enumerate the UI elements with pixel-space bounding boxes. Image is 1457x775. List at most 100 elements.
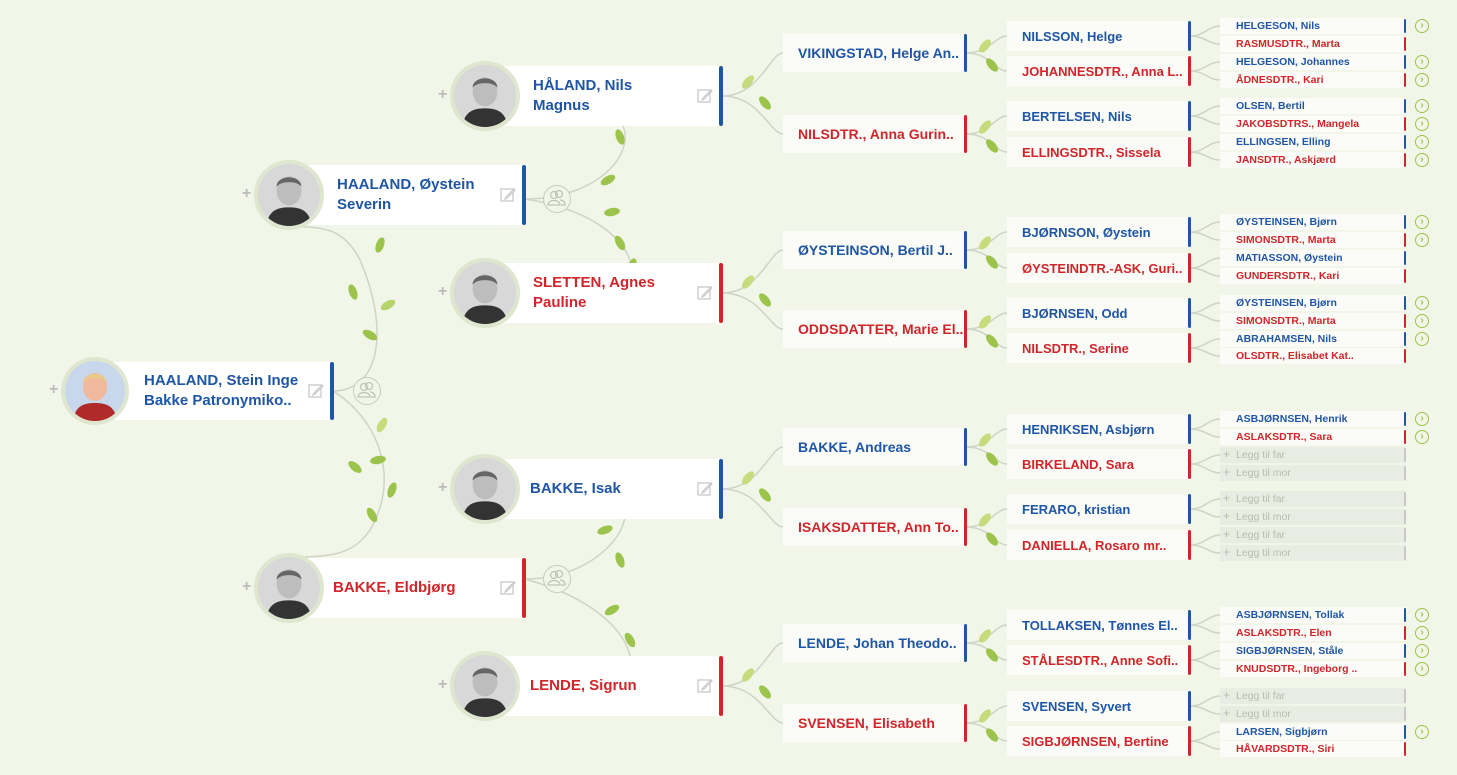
great-grandparent-card[interactable]: LENDE, Johan Theodo.. xyxy=(783,624,967,662)
person-photo[interactable] xyxy=(450,454,520,524)
person-name[interactable]: BAKKE, Isak xyxy=(530,479,621,499)
expand-arrow-icon[interactable]: › xyxy=(1415,332,1429,346)
ancestor-card[interactable]: ELLINGSDTR., Sissela xyxy=(1007,137,1191,167)
add-mother-button[interactable]: + Legg til mor xyxy=(1220,706,1406,722)
ancestor-card[interactable]: TOLLAKSEN, Tønnes El.. xyxy=(1007,610,1191,640)
great-grandparent-card[interactable]: ODDSDATTER, Marie El.. xyxy=(783,310,967,348)
person-name[interactable]: HÅLAND, Nils Magnus xyxy=(533,76,632,116)
root-person-card[interactable]: HAALAND, Stein Inge Bakke Patronymiko.. xyxy=(90,362,334,420)
person-photo[interactable] xyxy=(254,160,324,230)
expand-arrow-icon[interactable]: › xyxy=(1415,412,1429,426)
expand-arrow-icon[interactable]: › xyxy=(1415,55,1429,69)
ancestor-card[interactable]: ØYSTEINSEN, Bjørn xyxy=(1220,295,1406,311)
ancestor-card[interactable]: HENRIKSEN, Asbjørn xyxy=(1007,414,1191,444)
add-mother-button[interactable]: + Legg til mor xyxy=(1220,545,1406,561)
ancestor-card[interactable]: SVENSEN, Syvert xyxy=(1007,691,1191,721)
expand-arrow-icon[interactable]: › xyxy=(1415,233,1429,247)
person-name[interactable]: LENDE, Sigrun xyxy=(530,676,637,696)
expand-plus-icon[interactable]: + xyxy=(242,185,252,202)
couple-icon[interactable] xyxy=(543,565,571,593)
ancestor-card[interactable]: ÅDNESDTR., Kari xyxy=(1220,72,1406,88)
ancestor-card[interactable]: SIMONSDTR., Marta xyxy=(1220,313,1406,329)
person-photo[interactable] xyxy=(450,258,520,328)
expand-arrow-icon[interactable]: › xyxy=(1415,314,1429,328)
ancestor-card[interactable]: SIGBJØRNSEN, Ståle xyxy=(1220,643,1406,659)
expand-arrow-icon[interactable]: › xyxy=(1415,430,1429,444)
ancestor-card[interactable]: RASMUSDTR., Marta xyxy=(1220,36,1406,52)
ancestor-card[interactable]: JAKOBSDTRS., Mangela xyxy=(1220,116,1406,132)
edit-icon[interactable] xyxy=(308,383,324,399)
expand-arrow-icon[interactable]: › xyxy=(1415,73,1429,87)
ancestor-card[interactable]: SIMONSDTR., Marta xyxy=(1220,232,1406,248)
ancestor-card[interactable]: BERTELSEN, Nils xyxy=(1007,101,1191,131)
add-father-button[interactable]: + Legg til far xyxy=(1220,527,1406,543)
ancestor-card[interactable]: HELGESON, Johannes xyxy=(1220,54,1406,70)
ancestor-card[interactable]: GUNDERSDTR., Kari xyxy=(1220,268,1406,284)
expand-arrow-icon[interactable]: › xyxy=(1415,626,1429,640)
grandparent-card[interactable]: HÅLAND, Nils Magnus xyxy=(476,66,723,126)
expand-arrow-icon[interactable]: › xyxy=(1415,117,1429,131)
ancestor-card[interactable]: ASBJØRNSEN, Henrik xyxy=(1220,411,1406,427)
person-photo[interactable] xyxy=(254,553,324,623)
person-name[interactable]: SLETTEN, Agnes Pauline xyxy=(533,273,655,313)
expand-arrow-icon[interactable]: › xyxy=(1415,644,1429,658)
great-grandparent-card[interactable]: VIKINGSTAD, Helge An.. xyxy=(783,34,967,72)
add-father-button[interactable]: + Legg til far xyxy=(1220,688,1406,704)
ancestor-card[interactable]: ASLAKSDTR., Elen xyxy=(1220,625,1406,641)
couple-icon[interactable] xyxy=(543,185,571,213)
ancestor-card[interactable]: OLSEN, Bertil xyxy=(1220,98,1406,114)
person-name[interactable]: HAALAND, Øystein Severin xyxy=(337,175,475,215)
expand-arrow-icon[interactable]: › xyxy=(1415,99,1429,113)
ancestor-card[interactable]: HÅVARDSDTR., Siri xyxy=(1220,741,1406,757)
ancestor-card[interactable]: STÅLESDTR., Anne Sofi.. xyxy=(1007,645,1191,675)
couple-icon[interactable] xyxy=(353,377,381,405)
ancestor-card[interactable]: NILSSON, Helge xyxy=(1007,21,1191,51)
great-grandparent-card[interactable]: ISAKSDATTER, Ann To.. xyxy=(783,508,967,546)
expand-plus-icon[interactable]: + xyxy=(242,578,252,595)
expand-plus-icon[interactable]: + xyxy=(49,381,59,398)
add-father-button[interactable]: + Legg til far xyxy=(1220,447,1406,463)
ancestor-card[interactable]: KNUDSDTR., Ingeborg .. xyxy=(1220,661,1406,677)
edit-icon[interactable] xyxy=(697,481,713,497)
person-photo[interactable] xyxy=(61,357,129,425)
person-photo[interactable] xyxy=(450,61,520,131)
ancestor-card[interactable]: ASLAKSDTR., Sara xyxy=(1220,429,1406,445)
expand-plus-icon[interactable]: + xyxy=(438,676,448,693)
ancestor-card[interactable]: LARSEN, Sigbjørn xyxy=(1220,724,1406,740)
expand-arrow-icon[interactable]: › xyxy=(1415,725,1429,739)
ancestor-card[interactable]: JANSDTR., Askjærd xyxy=(1220,152,1406,168)
edit-icon[interactable] xyxy=(500,187,516,203)
expand-plus-icon[interactable]: + xyxy=(438,283,448,300)
ancestor-card[interactable]: ELLINGSEN, Elling xyxy=(1220,134,1406,150)
great-grandparent-card[interactable]: ØYSTEINSON, Bertil J.. xyxy=(783,231,967,269)
ancestor-card[interactable]: HELGESON, Nils xyxy=(1220,18,1406,34)
edit-icon[interactable] xyxy=(697,88,713,104)
ancestor-card[interactable]: ASBJØRNSEN, Tollak xyxy=(1220,607,1406,623)
ancestor-card[interactable]: MATIASSON, Øystein xyxy=(1220,250,1406,266)
ancestor-card[interactable]: BJØRNSEN, Odd xyxy=(1007,298,1191,328)
add-father-button[interactable]: + Legg til far xyxy=(1220,491,1406,507)
ancestor-card[interactable]: NILSDTR., Serine xyxy=(1007,333,1191,363)
ancestor-card[interactable]: JOHANNESDTR., Anna L.. xyxy=(1007,56,1191,86)
ancestor-card[interactable]: DANIELLA, Rosaro mr.. xyxy=(1007,530,1191,560)
ancestor-card[interactable]: ABRAHAMSEN, Nils xyxy=(1220,331,1406,347)
person-name[interactable]: HAALAND, Stein Inge Bakke Patronymiko.. xyxy=(144,371,298,411)
expand-arrow-icon[interactable]: › xyxy=(1415,153,1429,167)
expand-arrow-icon[interactable]: › xyxy=(1415,662,1429,676)
expand-arrow-icon[interactable]: › xyxy=(1415,135,1429,149)
expand-plus-icon[interactable]: + xyxy=(438,86,448,103)
expand-arrow-icon[interactable]: › xyxy=(1415,296,1429,310)
add-mother-button[interactable]: + Legg til mor xyxy=(1220,465,1406,481)
ancestor-card[interactable]: BIRKELAND, Sara xyxy=(1007,449,1191,479)
ancestor-card[interactable]: ØYSTEINDTR.-ASK, Guri.. xyxy=(1007,253,1191,283)
ancestor-card[interactable]: OLSDTR., Elisabet Kat.. xyxy=(1220,348,1406,364)
ancestor-card[interactable]: BJØRNSON, Øystein xyxy=(1007,217,1191,247)
great-grandparent-card[interactable]: BAKKE, Andreas xyxy=(783,428,967,466)
person-photo[interactable] xyxy=(450,651,520,721)
add-mother-button[interactable]: + Legg til mor xyxy=(1220,509,1406,525)
ancestor-card[interactable]: FERARO, kristian xyxy=(1007,494,1191,524)
ancestor-card[interactable]: ØYSTEINSEN, Bjørn xyxy=(1220,214,1406,230)
great-grandparent-card[interactable]: SVENSEN, Elisabeth xyxy=(783,704,967,742)
edit-icon[interactable] xyxy=(697,678,713,694)
expand-plus-icon[interactable]: + xyxy=(438,479,448,496)
